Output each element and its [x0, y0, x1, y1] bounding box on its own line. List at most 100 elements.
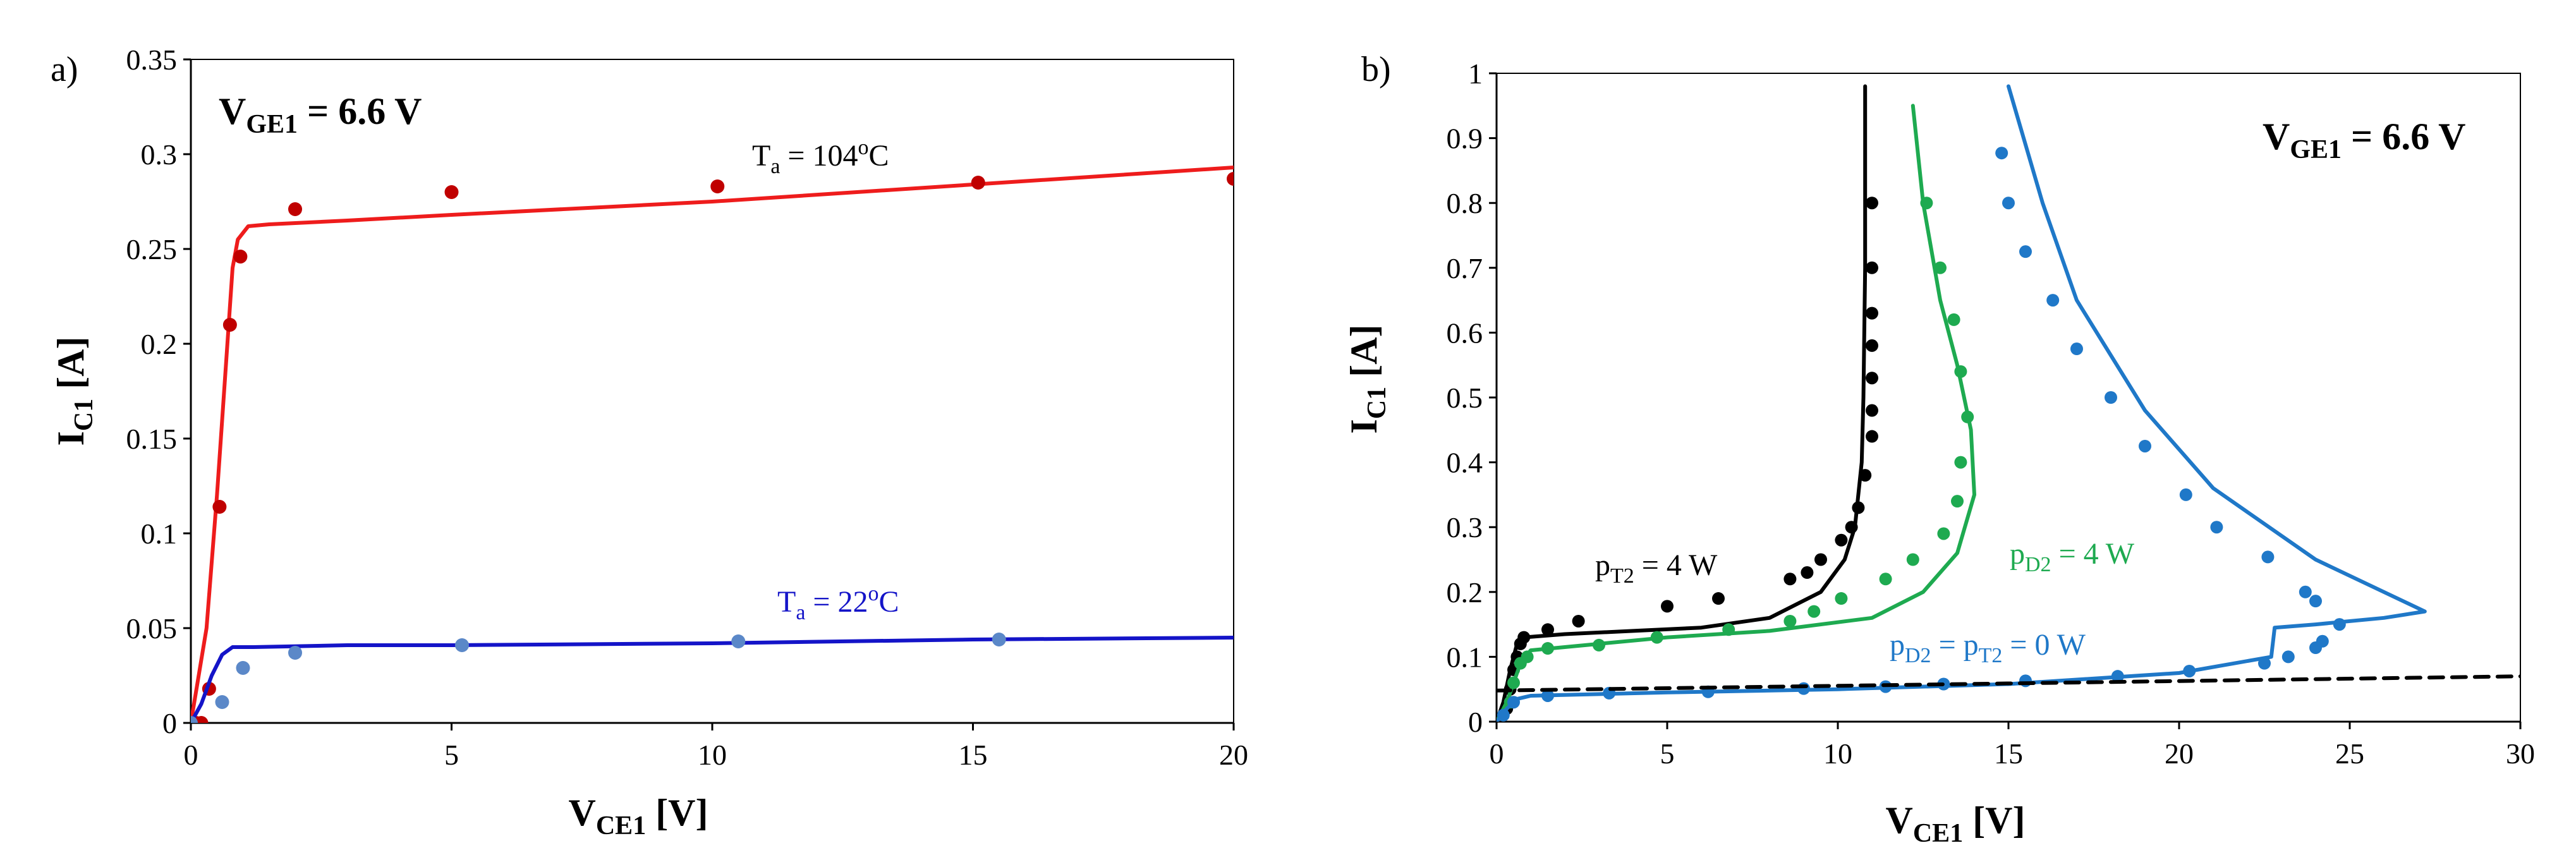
panel-b-y-tick-label: 0 — [1468, 706, 1483, 738]
annotation-pd2: pD2 = 4 W — [2010, 537, 2135, 576]
data-point-pd2-4-w — [1541, 642, 1554, 655]
data-point-pd2-4-w — [1593, 638, 1605, 652]
data-point-pt2-4-w — [1866, 372, 1878, 385]
panel-a-y-tick-label: 0.2 — [141, 328, 178, 360]
data-point-pd2-4-w — [1783, 614, 1797, 628]
data-point-pd2-pt2-0-w — [2002, 197, 2015, 210]
panel-a-x-tick-label: 10 — [698, 739, 727, 771]
panel-b-vge-label: VGE1 = 6.6 V — [2263, 116, 2465, 164]
panel-b-x-tick-label: 0 — [1490, 737, 1504, 770]
data-point-pd2-4-w — [1947, 313, 1960, 326]
ta-104-sup: o — [858, 136, 869, 159]
data-point-ta-104-c — [233, 250, 248, 264]
data-point-pd2-pt2-0-w — [1797, 682, 1810, 695]
data-point-ta-22-c — [191, 716, 198, 723]
panel-a-ylabel-sub: C1 — [70, 399, 99, 431]
panel-a-y-tick-label: 0.05 — [126, 612, 178, 645]
panel-b-y-tick-label: 0.1 — [1447, 641, 1483, 673]
data-point-pt2-4-w — [1712, 592, 1725, 605]
panel-b-x-tick-label: 25 — [2335, 737, 2364, 770]
data-point-pd2-4-w — [1879, 573, 1892, 586]
panel-a-vge-sub: GE1 — [246, 110, 298, 139]
zero-tail: = 0 W — [2002, 628, 2086, 662]
data-point-pt2-4-w — [1866, 197, 1878, 210]
data-point-ta-104-c — [194, 716, 209, 723]
series-line-ta-104-c — [191, 166, 1234, 723]
annotation-ta-104: Ta = 104oC — [752, 136, 889, 178]
panel-b-frame — [1496, 73, 2521, 722]
data-point-pd2-4-w — [1961, 410, 1974, 423]
panel-b-xlabel-sub: CE1 — [1913, 819, 1963, 848]
data-point-pd2-4-w — [1835, 592, 1848, 605]
data-point-pd2-4-w — [1906, 553, 1919, 566]
panel-a-xlabel: VCE1 [V] — [569, 792, 708, 840]
data-point-ta-22-c — [215, 695, 229, 709]
data-point-pd2-pt2-0-w — [2070, 343, 2083, 356]
panel-a-vge-main: V — [219, 90, 246, 132]
panel-a-x-tick-label: 15 — [959, 739, 988, 771]
data-point-pt2-4-w — [1517, 631, 1531, 644]
zero-sub2: T2 — [1979, 644, 2003, 667]
panel-a-ylabel-main: I — [50, 431, 92, 446]
data-point-ta-104-c — [1227, 172, 1234, 186]
data-point-pt2-4-w — [1852, 501, 1865, 514]
data-point-pd2-pt2-0-w — [2299, 585, 2312, 598]
panel-a-vge-rest: = 6.6 V — [298, 90, 422, 132]
panel-b-x-tick-label: 20 — [2165, 737, 2194, 770]
data-point-pd2-pt2-0-w — [2019, 674, 2032, 688]
pt2-tail: = 4 W — [1634, 549, 1718, 582]
ta-22-main: T — [777, 585, 796, 619]
panel-a-y-tick-label: 0.35 — [126, 44, 178, 76]
ta-22-sub: a — [796, 601, 805, 624]
panel-b-xlabel-unit: [V] — [1963, 799, 2025, 841]
data-point-pd2-pt2-0-w — [2019, 245, 2032, 258]
panel-b-x-tick-label: 10 — [1823, 737, 1852, 770]
data-point-pd2-4-w — [1954, 456, 1967, 469]
data-point-pd2-4-w — [1521, 650, 1534, 664]
panel-b-x-tick-label: 15 — [1994, 737, 2023, 770]
data-point-pt2-4-w — [1845, 521, 1858, 534]
panel-b: b) VGE1 = 6.6 V pT2 = 4 W pD2 = 4 W pD2 … — [1343, 50, 2535, 848]
data-point-pd2-4-w — [1722, 623, 1735, 636]
series-line-pd2-pt2-0-w — [1497, 84, 2427, 722]
data-point-pt2-4-w — [1859, 469, 1872, 482]
data-point-pd2-4-w — [1650, 631, 1663, 644]
data-point-pd2-pt2-0-w — [2309, 595, 2322, 608]
ta-22-sup: o — [868, 582, 879, 605]
pd2-tail: = 4 W — [2051, 537, 2135, 571]
data-point-pt2-4-w — [1541, 623, 1554, 636]
panel-a-xlabel-sub: CE1 — [596, 811, 646, 840]
ta-22-tail: C — [879, 585, 899, 619]
panel-a-x-tick-label: 0 — [184, 739, 198, 771]
data-point-pd2-pt2-0-w — [2179, 488, 2192, 501]
data-point-ta-22-c — [236, 661, 250, 675]
panel-b-ylabel: IC1 [A] — [1343, 325, 1392, 434]
data-point-pd2-pt2-0-w — [2258, 657, 2271, 670]
ta-104-sub: a — [770, 155, 780, 178]
ta-104-tail: C — [869, 139, 889, 173]
data-point-pd2-4-w — [1807, 605, 1821, 618]
data-point-pd2-pt2-0-w — [2111, 670, 2124, 683]
annotation-pt2: pT2 = 4 W — [1595, 549, 1718, 588]
panel-b-plot-area — [1497, 84, 2520, 722]
panel-b-y-tick-label: 0.4 — [1447, 447, 1483, 479]
data-point-pt2-4-w — [1801, 566, 1814, 579]
series-line-pd2-4-w — [1497, 104, 1976, 722]
data-point-pd2-pt2-0-w — [2139, 439, 2151, 452]
panel-a-xlabel-unit: [V] — [646, 792, 708, 834]
panel-a-frame — [190, 59, 1234, 724]
data-point-pd2-pt2-0-w — [2105, 391, 2117, 404]
panel-a-plot-area — [191, 166, 1234, 723]
data-point-ta-22-c — [288, 646, 302, 660]
pt2-sub: T2 — [1610, 564, 1634, 588]
data-point-pd2-4-w — [1920, 197, 1933, 210]
panel-b-y-tick-label: 0.8 — [1447, 187, 1483, 219]
data-point-pt2-4-w — [1866, 404, 1878, 417]
panel-b-y-tick-label: 0.9 — [1447, 123, 1483, 155]
data-point-ta-104-c — [444, 185, 459, 199]
ta-104-main: T — [752, 139, 770, 173]
data-point-pd2-pt2-0-w — [2281, 650, 2295, 664]
data-point-pd2-4-w — [1507, 676, 1520, 689]
data-point-pt2-4-w — [1866, 306, 1878, 320]
data-point-pt2-4-w — [1866, 261, 1878, 274]
